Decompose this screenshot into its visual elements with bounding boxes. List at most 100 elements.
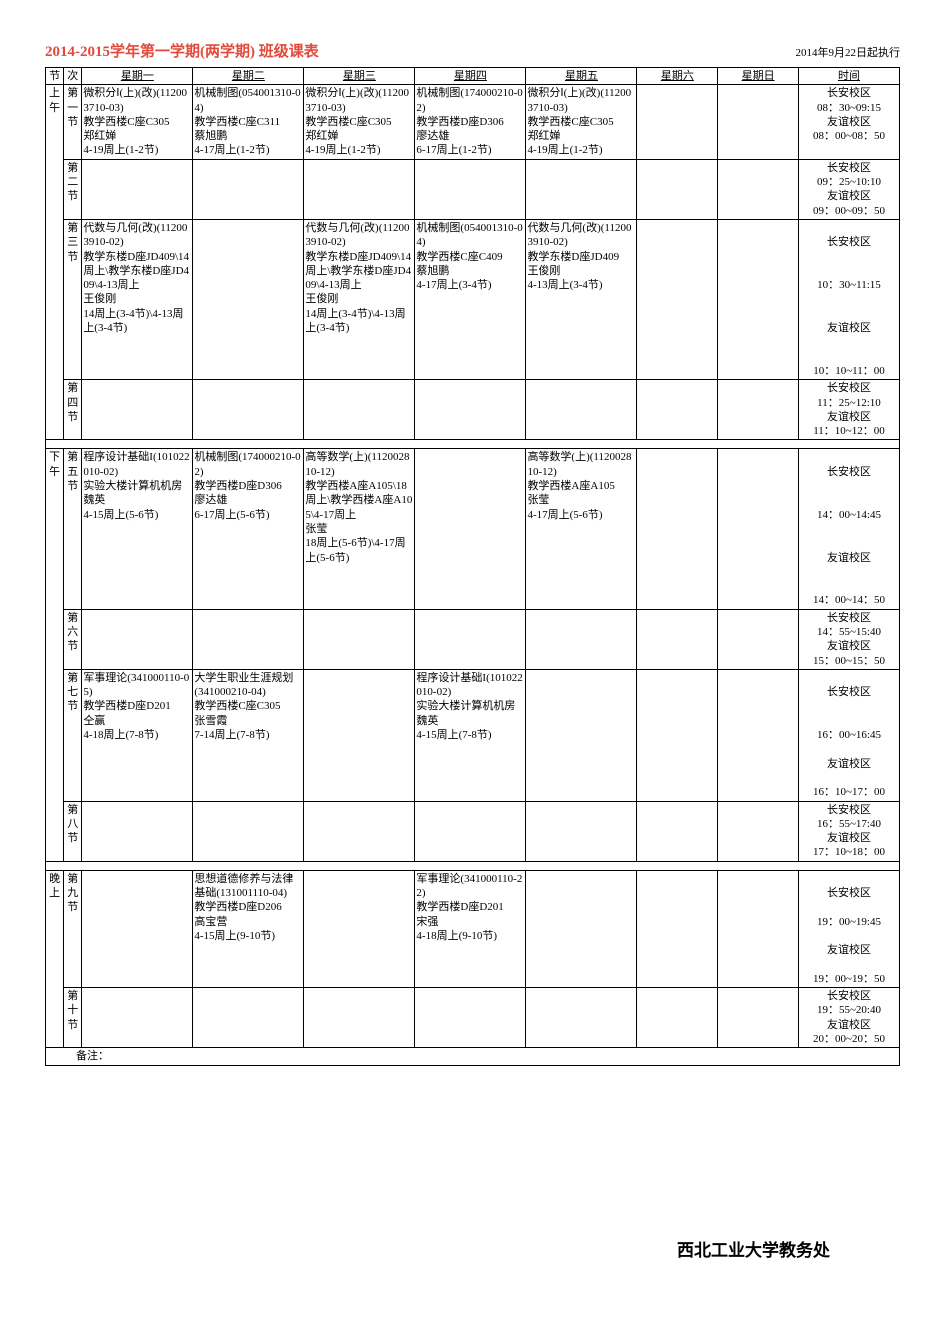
p7-fri <box>526 669 637 801</box>
p4-mon <box>82 380 193 440</box>
period-9: 第九节 <box>64 870 82 987</box>
period-3: 第三节 <box>64 219 82 379</box>
exec-date: 2014年9月22日起执行 <box>796 44 901 60</box>
p9-sat <box>637 870 718 987</box>
period-8: 第八节 <box>64 801 82 861</box>
p6-sat <box>637 609 718 669</box>
time-p10: 长安校区19：55~20:40友谊校区20：00~20：50 <box>798 988 899 1048</box>
row-p2: 第二节 长安校区09：25~10:10友谊校区09：00~09：50 <box>46 159 900 219</box>
row-p8: 第八节 长安校区16：55~17:40友谊校区17：10~18：00 <box>46 801 900 861</box>
t3-b: 10：30~11:15 <box>817 279 881 291</box>
t5-a: 长安校区 <box>827 466 871 478</box>
p4-sat <box>637 380 718 440</box>
period-6: 第六节 <box>64 609 82 669</box>
p5-thu <box>415 449 526 609</box>
p9-wed <box>304 870 415 987</box>
block-evening: 晚上 <box>46 870 64 1048</box>
p8-wed <box>304 801 415 861</box>
row-p1: 上午 第一节 微积分Ⅰ(上)(改)(112003710-03)教学西楼C座C30… <box>46 85 900 159</box>
p7-mon: 军事理论(341000110-05)教学西楼D座D201仝赢4-18周上(7-8… <box>82 669 193 801</box>
p10-mon <box>82 988 193 1048</box>
hdr-jie: 节 <box>46 68 64 85</box>
p3-fri: 代数与几何(改)(112003910-02)教学东楼D座JD409王俊刚4-13… <box>526 219 637 379</box>
p7-sat <box>637 669 718 801</box>
page-title: 2014-2015学年第一学期(两学期) 班级课表 <box>45 40 319 61</box>
note-row: 备注： <box>46 1048 900 1065</box>
p4-sun <box>718 380 799 440</box>
period-7: 第七节 <box>64 669 82 801</box>
t9-a: 长安校区 <box>827 887 871 899</box>
block-morning: 上午 <box>46 85 64 440</box>
p1-sun <box>718 85 799 159</box>
p7-thu: 程序设计基础I(101022010-02)实验大楼计算机机房魏英4-15周上(7… <box>415 669 526 801</box>
p4-thu <box>415 380 526 440</box>
time-p6: 长安校区14：55~15:40友谊校区15：00~15：50 <box>798 609 899 669</box>
p1-fri: 微积分Ⅰ(上)(改)(112003710-03)教学西楼C座C305郑红婵4-1… <box>526 85 637 159</box>
t5-b: 14：00~14:45 <box>817 509 881 521</box>
footer: 西北工业大学教务处 <box>45 1066 900 1261</box>
p3-tue <box>193 219 304 379</box>
p2-wed <box>304 159 415 219</box>
hdr-time: 时间 <box>798 68 899 85</box>
p5-tue: 机械制图(174000210-02)教学西楼D座D306廖达雄6-17周上(5-… <box>193 449 304 609</box>
p7-tue: 大学生职业生涯规划(341000210-04)教学西楼C座C305张雪霞7-14… <box>193 669 304 801</box>
p1-thu: 机械制图(174000210-02)教学西楼D座D306廖达雄6-17周上(1-… <box>415 85 526 159</box>
p3-sat <box>637 219 718 379</box>
period-10: 第十节 <box>64 988 82 1048</box>
p8-mon <box>82 801 193 861</box>
p4-wed <box>304 380 415 440</box>
time-p7: 长安校区 16：00~16:45 友谊校区 16：10~17：00 <box>798 669 899 801</box>
p2-tue <box>193 159 304 219</box>
row-p3: 第三节 代数与几何(改)(112003910-02)教学东楼D座JD409\14… <box>46 219 900 379</box>
time-p3: 长安校区 10：30~11:15 友谊校区 10：10~11：00 <box>798 219 899 379</box>
p3-wed: 代数与几何(改)(112003910-02)教学东楼D座JD409\14周上\教… <box>304 219 415 379</box>
t7-a: 长安校区 <box>827 686 871 698</box>
time-p2: 长安校区09：25~10:10友谊校区09：00~09：50 <box>798 159 899 219</box>
p9-tue: 思想道德修养与法律基础(131001110-04)教学西楼D座D206高宝营4-… <box>193 870 304 987</box>
time-p9: 长安校区 19：00~19:45 友谊校区 19：00~19：50 <box>798 870 899 987</box>
row-p10: 第十节 长安校区19：55~20:40友谊校区20：00~20：50 <box>46 988 900 1048</box>
p9-sun <box>718 870 799 987</box>
hdr-tue: 星期二 <box>193 68 304 85</box>
time-p8: 长安校区16：55~17:40友谊校区17：10~18：00 <box>798 801 899 861</box>
p10-sat <box>637 988 718 1048</box>
note-label: 备注： <box>76 1050 109 1062</box>
p5-sat <box>637 449 718 609</box>
row-p5: 下午 第五节 程序设计基础I(101022010-02)实验大楼计算机机房魏英4… <box>46 449 900 609</box>
t3-c: 友谊校区 <box>827 322 871 334</box>
hdr-sat: 星期六 <box>637 68 718 85</box>
p6-sun <box>718 609 799 669</box>
p1-sat <box>637 85 718 159</box>
time-p1: 长安校区08：30~09:15友谊校区08：00~08：50 <box>798 85 899 159</box>
hdr-thu: 星期四 <box>415 68 526 85</box>
time-p5: 长安校区 14：00~14:45 友谊校区 14：00~14：50 <box>798 449 899 609</box>
p7-wed <box>304 669 415 801</box>
p2-sat <box>637 159 718 219</box>
t7-d: 16：10~17：00 <box>813 786 885 798</box>
p2-mon <box>82 159 193 219</box>
p10-thu <box>415 988 526 1048</box>
p7-sun <box>718 669 799 801</box>
p8-thu <box>415 801 526 861</box>
p10-wed <box>304 988 415 1048</box>
p1-tue: 机械制图(054001310-04)教学西楼C座C311蔡旭鹏4-17周上(1-… <box>193 85 304 159</box>
t5-c: 友谊校区 <box>827 552 871 564</box>
p1-mon: 微积分Ⅰ(上)(改)(112003710-03)教学西楼C座C305郑红婵4-1… <box>82 85 193 159</box>
t9-d: 19：00~19：50 <box>813 973 885 985</box>
period-1: 第一节 <box>64 85 82 159</box>
p6-mon <box>82 609 193 669</box>
time-p4: 长安校区11：25~12:10友谊校区11：10~12：00 <box>798 380 899 440</box>
row-p7: 第七节 军事理论(341000110-05)教学西楼D座D201仝赢4-18周上… <box>46 669 900 801</box>
p5-mon: 程序设计基础I(101022010-02)实验大楼计算机机房魏英4-15周上(5… <box>82 449 193 609</box>
row-p9: 晚上 第九节 思想道德修养与法律基础(131001110-04)教学西楼D座D2… <box>46 870 900 987</box>
block-afternoon: 下午 <box>46 449 64 861</box>
page: 2014-2015学年第一学期(两学期) 班级课表 2014年9月22日起执行 … <box>0 0 945 1261</box>
p10-tue <box>193 988 304 1048</box>
p6-tue <box>193 609 304 669</box>
hdr-ci: 次 <box>64 68 82 85</box>
p3-mon: 代数与几何(改)(112003910-02)教学东楼D座JD409\14周上\教… <box>82 219 193 379</box>
p2-thu <box>415 159 526 219</box>
t3-a: 长安校区 <box>827 236 871 248</box>
p5-fri: 高等数学(上)(112002810-12)教学西楼A座A105张莹4-17周上(… <box>526 449 637 609</box>
p8-fri <box>526 801 637 861</box>
